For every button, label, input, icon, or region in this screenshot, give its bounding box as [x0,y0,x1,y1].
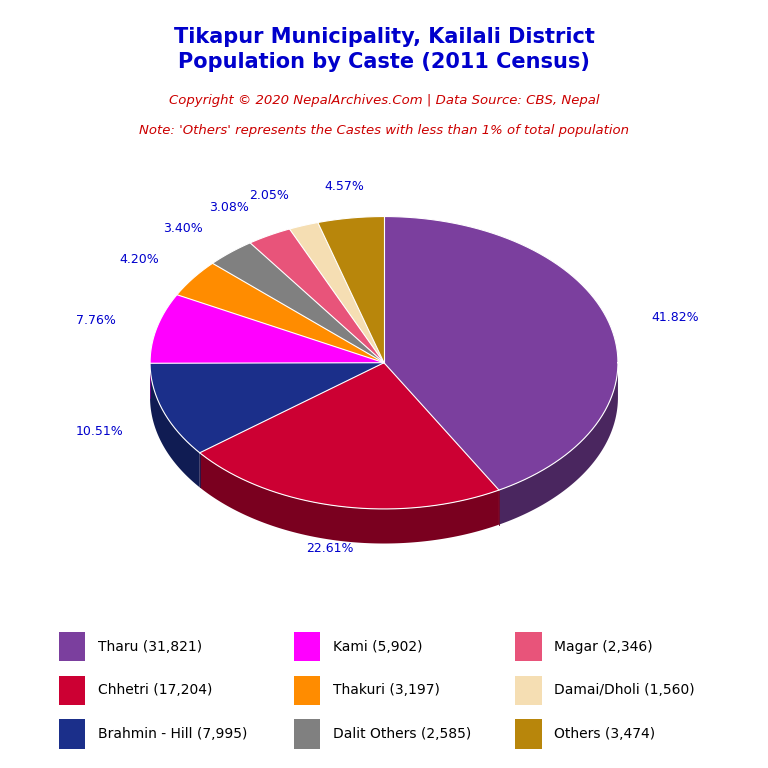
Text: 3.08%: 3.08% [209,200,249,214]
Text: Magar (2,346): Magar (2,346) [554,640,653,654]
FancyBboxPatch shape [59,720,85,749]
Polygon shape [499,362,618,525]
Text: 2.05%: 2.05% [249,189,289,202]
Text: Dalit Others (2,585): Dalit Others (2,585) [333,727,471,741]
Text: Chhetri (17,204): Chhetri (17,204) [98,684,212,697]
Text: Brahmin - Hill (7,995): Brahmin - Hill (7,995) [98,727,247,741]
FancyBboxPatch shape [294,676,320,705]
Polygon shape [250,229,384,362]
Polygon shape [177,263,384,362]
Polygon shape [318,217,384,362]
FancyBboxPatch shape [59,632,85,661]
FancyBboxPatch shape [294,632,320,661]
Text: Tikapur Municipality, Kailali District
Population by Caste (2011 Census): Tikapur Municipality, Kailali District P… [174,27,594,72]
Text: Note: 'Others' represents the Castes with less than 1% of total population: Note: 'Others' represents the Castes wit… [139,124,629,137]
FancyBboxPatch shape [515,676,541,705]
FancyBboxPatch shape [515,632,541,661]
Text: 4.20%: 4.20% [119,253,159,266]
FancyBboxPatch shape [59,676,85,705]
FancyBboxPatch shape [294,720,320,749]
Text: 41.82%: 41.82% [651,311,699,324]
Polygon shape [290,223,384,362]
Text: Damai/Dholi (1,560): Damai/Dholi (1,560) [554,684,695,697]
Text: 22.61%: 22.61% [306,541,354,554]
Polygon shape [150,363,200,488]
Polygon shape [150,295,384,363]
Polygon shape [384,217,618,490]
Polygon shape [150,362,384,453]
Polygon shape [200,362,499,509]
Polygon shape [200,453,499,544]
Text: Copyright © 2020 NepalArchives.Com | Data Source: CBS, Nepal: Copyright © 2020 NepalArchives.Com | Dat… [169,94,599,107]
Text: 3.40%: 3.40% [163,222,203,235]
Text: Thakuri (3,197): Thakuri (3,197) [333,684,440,697]
Text: Kami (5,902): Kami (5,902) [333,640,422,654]
Polygon shape [213,243,384,362]
Text: 10.51%: 10.51% [75,425,123,438]
Text: 4.57%: 4.57% [325,180,365,193]
Text: 7.76%: 7.76% [76,314,116,327]
FancyBboxPatch shape [515,720,541,749]
Text: Tharu (31,821): Tharu (31,821) [98,640,202,654]
Text: Others (3,474): Others (3,474) [554,727,655,741]
